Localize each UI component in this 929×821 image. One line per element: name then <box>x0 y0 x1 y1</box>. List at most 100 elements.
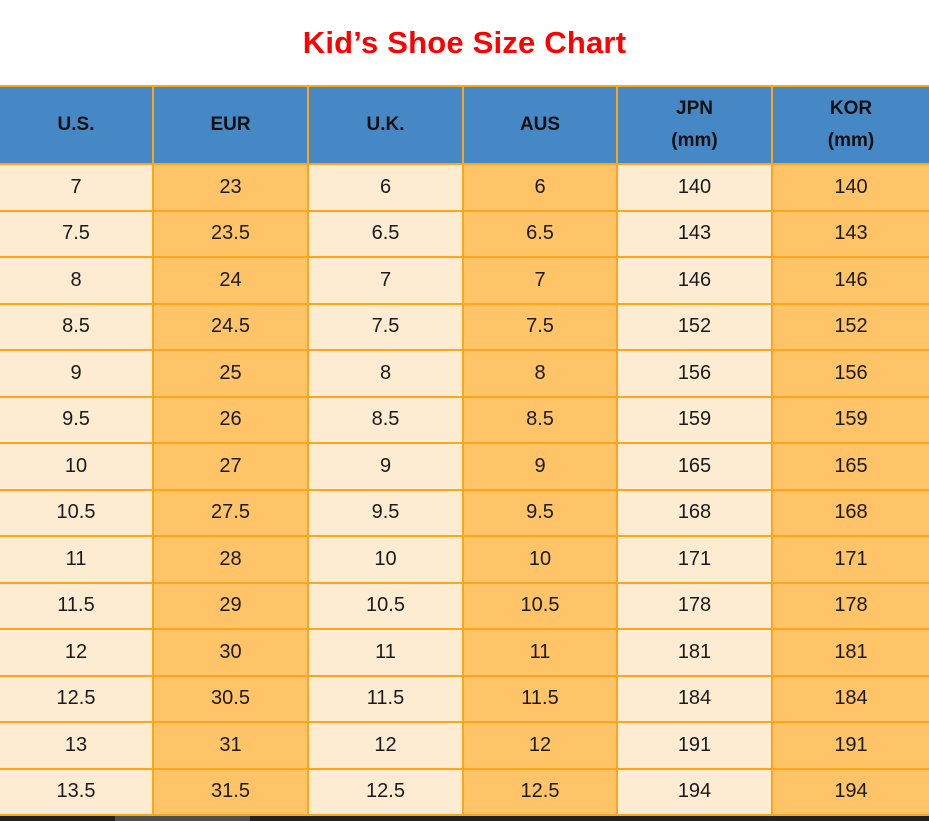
table-row: 9.5 26 8.5 8.5 159 159 <box>0 395 929 444</box>
table-row: 7.5 23.5 6.5 6.5 143 143 <box>0 209 929 258</box>
table-cell: 140 <box>771 163 929 212</box>
table-cell: 184 <box>616 674 773 723</box>
table-cell: 165 <box>771 442 929 491</box>
table-header-row: U.S. EUR U.K. AUS JPN (mm) KOR (mm) <box>0 85 929 165</box>
column-header-uk: U.K. <box>307 85 464 165</box>
column-header-jpn: JPN (mm) <box>616 85 773 165</box>
table-cell: 11 <box>307 628 464 677</box>
table-cell: 23 <box>152 163 309 212</box>
table-cell: 13.5 <box>0 767 154 816</box>
column-header-unit: (mm) <box>671 130 718 151</box>
table-cell: 6 <box>462 163 618 212</box>
table-cell: 191 <box>616 721 773 770</box>
table-cell: 156 <box>616 349 773 398</box>
table-body: 7 23 6 6 140 140 7.5 23.5 6.5 6.5 143 143 8 24 7 7 146 14… <box>0 163 929 816</box>
table-cell: 10.5 <box>462 581 618 630</box>
column-header-label: EUR <box>210 114 251 136</box>
table-cell: 12 <box>462 721 618 770</box>
table-cell: 184 <box>771 674 929 723</box>
table-cell: 191 <box>771 721 929 770</box>
table-cell: 7 <box>0 163 154 212</box>
table-cell: 7.5 <box>0 209 154 258</box>
table-cell: 146 <box>616 256 773 305</box>
table-cell: 6.5 <box>462 209 618 258</box>
column-header-label: U.K. <box>366 114 405 136</box>
table-row: 11.5 29 10.5 10.5 178 178 <box>0 581 929 630</box>
column-header-aus: AUS <box>462 85 618 165</box>
table-cell: 7.5 <box>307 302 464 351</box>
table-cell: 8 <box>307 349 464 398</box>
table-cell: 27.5 <box>152 488 309 537</box>
table-cell: 8 <box>0 256 154 305</box>
table-cell: 152 <box>616 302 773 351</box>
table-cell: 26 <box>152 395 309 444</box>
table-cell: 181 <box>771 628 929 677</box>
table-cell: 159 <box>771 395 929 444</box>
table-cell: 8.5 <box>0 302 154 351</box>
table-cell: 11 <box>462 628 618 677</box>
column-header-label: AUS <box>519 114 561 136</box>
table-cell: 10 <box>0 442 154 491</box>
table-row: 8 24 7 7 146 146 <box>0 256 929 305</box>
table-cell: 171 <box>771 535 929 584</box>
table-cell: 8.5 <box>462 395 618 444</box>
scrollbar-thumb[interactable] <box>115 816 250 821</box>
table-row: 13.5 31.5 12.5 12.5 194 194 <box>0 767 929 816</box>
table-cell: 25 <box>152 349 309 398</box>
column-header-label: JPN <box>676 98 713 120</box>
column-header-label: U.S. <box>57 114 95 136</box>
table-cell: 28 <box>152 535 309 584</box>
table-cell: 140 <box>616 163 773 212</box>
table-row: 11 28 10 10 171 171 <box>0 535 929 584</box>
table-cell: 194 <box>616 767 773 816</box>
column-header-us: U.S. <box>0 85 154 165</box>
table-cell: 10.5 <box>307 581 464 630</box>
column-header-kor: KOR (mm) <box>771 85 929 165</box>
table-cell: 31 <box>152 721 309 770</box>
column-header-eur: EUR <box>152 85 309 165</box>
table-cell: 29 <box>152 581 309 630</box>
table-cell: 156 <box>771 349 929 398</box>
table-cell: 11.5 <box>307 674 464 723</box>
table-cell: 9 <box>0 349 154 398</box>
table-cell: 23.5 <box>152 209 309 258</box>
table-row: 13 31 12 12 191 191 <box>0 721 929 770</box>
table-cell: 7 <box>462 256 618 305</box>
table-row: 12 30 11 11 181 181 <box>0 628 929 677</box>
table-row: 12.5 30.5 11.5 11.5 184 184 <box>0 674 929 723</box>
table-cell: 30.5 <box>152 674 309 723</box>
table-cell: 152 <box>771 302 929 351</box>
table-cell: 181 <box>616 628 773 677</box>
table-cell: 10.5 <box>0 488 154 537</box>
table-cell: 12.5 <box>462 767 618 816</box>
table-cell: 31.5 <box>152 767 309 816</box>
table-cell: 11.5 <box>462 674 618 723</box>
table-cell: 6.5 <box>307 209 464 258</box>
table-cell: 12 <box>0 628 154 677</box>
table-cell: 9.5 <box>462 488 618 537</box>
column-header-label: KOR <box>829 98 873 120</box>
table-cell: 12.5 <box>307 767 464 816</box>
table-cell: 9.5 <box>0 395 154 444</box>
table-cell: 178 <box>616 581 773 630</box>
table-cell: 7.5 <box>462 302 618 351</box>
table-cell: 8.5 <box>307 395 464 444</box>
column-header-unit: (mm) <box>827 130 875 151</box>
table-cell: 10 <box>307 535 464 584</box>
table-cell: 13 <box>0 721 154 770</box>
table-cell: 9 <box>307 442 464 491</box>
horizontal-scrollbar[interactable] <box>0 816 929 821</box>
table-cell: 146 <box>771 256 929 305</box>
table-row: 7 23 6 6 140 140 <box>0 163 929 212</box>
table-cell: 194 <box>771 767 929 816</box>
table-cell: 168 <box>771 488 929 537</box>
table-cell: 165 <box>616 442 773 491</box>
table-cell: 143 <box>771 209 929 258</box>
table-cell: 159 <box>616 395 773 444</box>
table-cell: 171 <box>616 535 773 584</box>
table-cell: 24.5 <box>152 302 309 351</box>
table-row: 9 25 8 8 156 156 <box>0 349 929 398</box>
table-cell: 9 <box>462 442 618 491</box>
table-cell: 27 <box>152 442 309 491</box>
